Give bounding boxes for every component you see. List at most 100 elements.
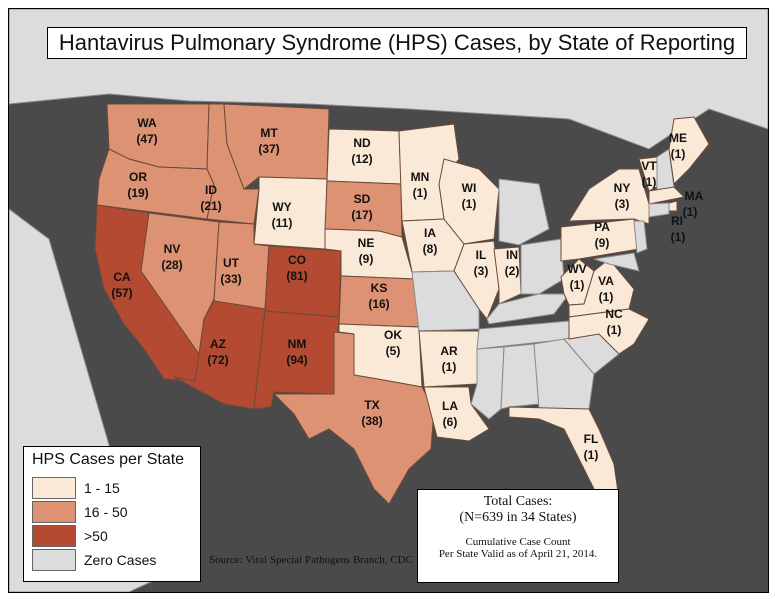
state-labels: WA (47) OR (19) CA (57) ID (21) NV (28) … — [111, 116, 703, 462]
label-PA-abbr: PA — [594, 220, 610, 234]
label-IN-cases: (2) — [505, 264, 520, 278]
state-OH[interactable] — [520, 238, 565, 295]
label-IL-abbr: IL — [476, 248, 487, 262]
label-KS-abbr: KS — [371, 281, 388, 295]
totals-box: Total Cases: (N=639 in 34 States) Cumula… — [417, 489, 619, 583]
label-ME-cases: (1) — [671, 147, 686, 161]
label-ND-abbr: ND — [353, 136, 371, 150]
state-MD[interactable] — [593, 252, 640, 272]
label-MN-cases: (1) — [413, 186, 428, 200]
state-NJ[interactable] — [633, 220, 648, 254]
legend-item-zero: Zero Cases — [32, 549, 156, 571]
legend-item-high: >50 — [32, 525, 108, 547]
state-IN[interactable] — [493, 246, 522, 305]
label-FL-cases: (1) — [584, 448, 599, 462]
label-ID-abbr: ID — [205, 183, 217, 197]
label-MT-abbr: MT — [260, 126, 278, 140]
label-OR-abbr: OR — [129, 170, 147, 184]
label-MA-cases: (1) — [683, 205, 698, 219]
label-OK-cases: (5) — [386, 344, 401, 358]
source-note: Source: Viral Special Pathogens Branch, … — [209, 554, 413, 566]
state-MI[interactable] — [498, 178, 550, 246]
state-PA[interactable] — [560, 218, 640, 262]
label-CO-cases: (81) — [286, 269, 307, 283]
state-AL[interactable] — [500, 343, 540, 410]
label-IL-cases: (3) — [474, 264, 489, 278]
totals-note-1: Cumulative Case Count — [465, 536, 571, 548]
label-AR-cases: (1) — [442, 360, 457, 374]
legend-label: 1 - 15 — [84, 480, 120, 496]
label-KS-cases: (16) — [368, 297, 389, 311]
state-MO[interactable] — [411, 270, 480, 332]
label-WA-cases: (47) — [136, 132, 157, 146]
label-NE-abbr: NE — [358, 236, 375, 250]
map-frame: WA (47) OR (19) CA (57) ID (21) NV (28) … — [8, 8, 769, 593]
state-LA[interactable] — [423, 386, 490, 442]
totals-heading: Total Cases: — [483, 494, 553, 509]
label-SD-abbr: SD — [354, 192, 371, 206]
state-WY[interactable] — [253, 176, 328, 250]
label-LA-abbr: LA — [442, 399, 458, 413]
state-RI[interactable] — [668, 200, 678, 212]
legend-swatch — [32, 549, 76, 571]
label-OK-abbr: OK — [384, 328, 402, 342]
label-NM-cases: (94) — [286, 353, 307, 367]
state-AR[interactable] — [418, 330, 480, 388]
totals-note-2: Per State Valid as of April 21, 2014. — [438, 548, 598, 560]
label-NM-abbr: NM — [288, 337, 307, 351]
legend-swatch — [32, 501, 76, 523]
legend-label: Zero Cases — [84, 552, 157, 568]
label-VT-cases: (1) — [642, 175, 657, 189]
label-NY-cases: (3) — [615, 197, 630, 211]
label-WY-abbr: WY — [272, 200, 291, 214]
label-VT-abbr: VT — [641, 159, 657, 173]
label-LA-cases: (6) — [443, 415, 458, 429]
state-NY[interactable] — [568, 168, 650, 225]
label-OR-cases: (19) — [127, 186, 148, 200]
label-WA-abbr: WA — [137, 116, 157, 130]
label-NY-abbr: NY — [614, 181, 631, 195]
label-AZ-abbr: AZ — [210, 337, 226, 351]
label-CA-cases: (57) — [111, 286, 132, 300]
label-VA-cases: (1) — [599, 290, 614, 304]
label-VA-abbr: VA — [598, 274, 614, 288]
legend-label: >50 — [84, 528, 108, 544]
label-CO-abbr: CO — [288, 253, 306, 267]
label-FL-abbr: FL — [584, 432, 599, 446]
label-TX-abbr: TX — [364, 398, 379, 412]
state-TX[interactable] — [272, 331, 435, 505]
legend-swatch — [32, 525, 76, 547]
state-CT[interactable] — [648, 202, 670, 218]
label-WY-cases: (11) — [272, 216, 293, 230]
label-WI-cases: (1) — [462, 197, 477, 211]
label-NV-cases: (28) — [161, 258, 182, 272]
legend-label: 16 - 50 — [84, 504, 128, 520]
label-TX-cases: (38) — [361, 414, 382, 428]
label-NV-abbr: NV — [164, 242, 181, 256]
legend-swatch — [32, 477, 76, 499]
label-WV-cases: (1) — [570, 278, 585, 292]
state-NC[interactable] — [568, 308, 650, 355]
label-RI-abbr: RI — [671, 214, 683, 228]
label-SD-cases: (17) — [351, 208, 372, 222]
label-WI-abbr: WI — [462, 181, 477, 195]
label-MN-abbr: MN — [411, 170, 430, 184]
map-title: Hantavirus Pulmonary Syndrome (HPS) Case… — [47, 27, 747, 59]
state-ME[interactable] — [668, 116, 710, 186]
legend: HPS Cases per State 1 - 15 16 - 50 >50 Z… — [23, 446, 201, 582]
state-WI[interactable] — [438, 158, 500, 245]
label-NC-cases: (1) — [607, 323, 622, 337]
label-MA-abbr: MA — [685, 189, 704, 203]
label-ME-abbr: ME — [669, 131, 687, 145]
label-ND-cases: (12) — [351, 152, 372, 166]
label-UT-cases: (33) — [220, 272, 241, 286]
label-IA-cases: (8) — [423, 242, 438, 256]
label-RI-cases: (1) — [671, 230, 686, 244]
label-MT-cases: (37) — [258, 142, 279, 156]
label-AR-abbr: AR — [440, 344, 458, 358]
label-IA-abbr: IA — [424, 226, 436, 240]
legend-item-mid: 16 - 50 — [32, 501, 128, 523]
state-MA[interactable] — [648, 186, 686, 205]
label-IN-abbr: IN — [506, 248, 518, 262]
label-AZ-cases: (72) — [207, 353, 228, 367]
